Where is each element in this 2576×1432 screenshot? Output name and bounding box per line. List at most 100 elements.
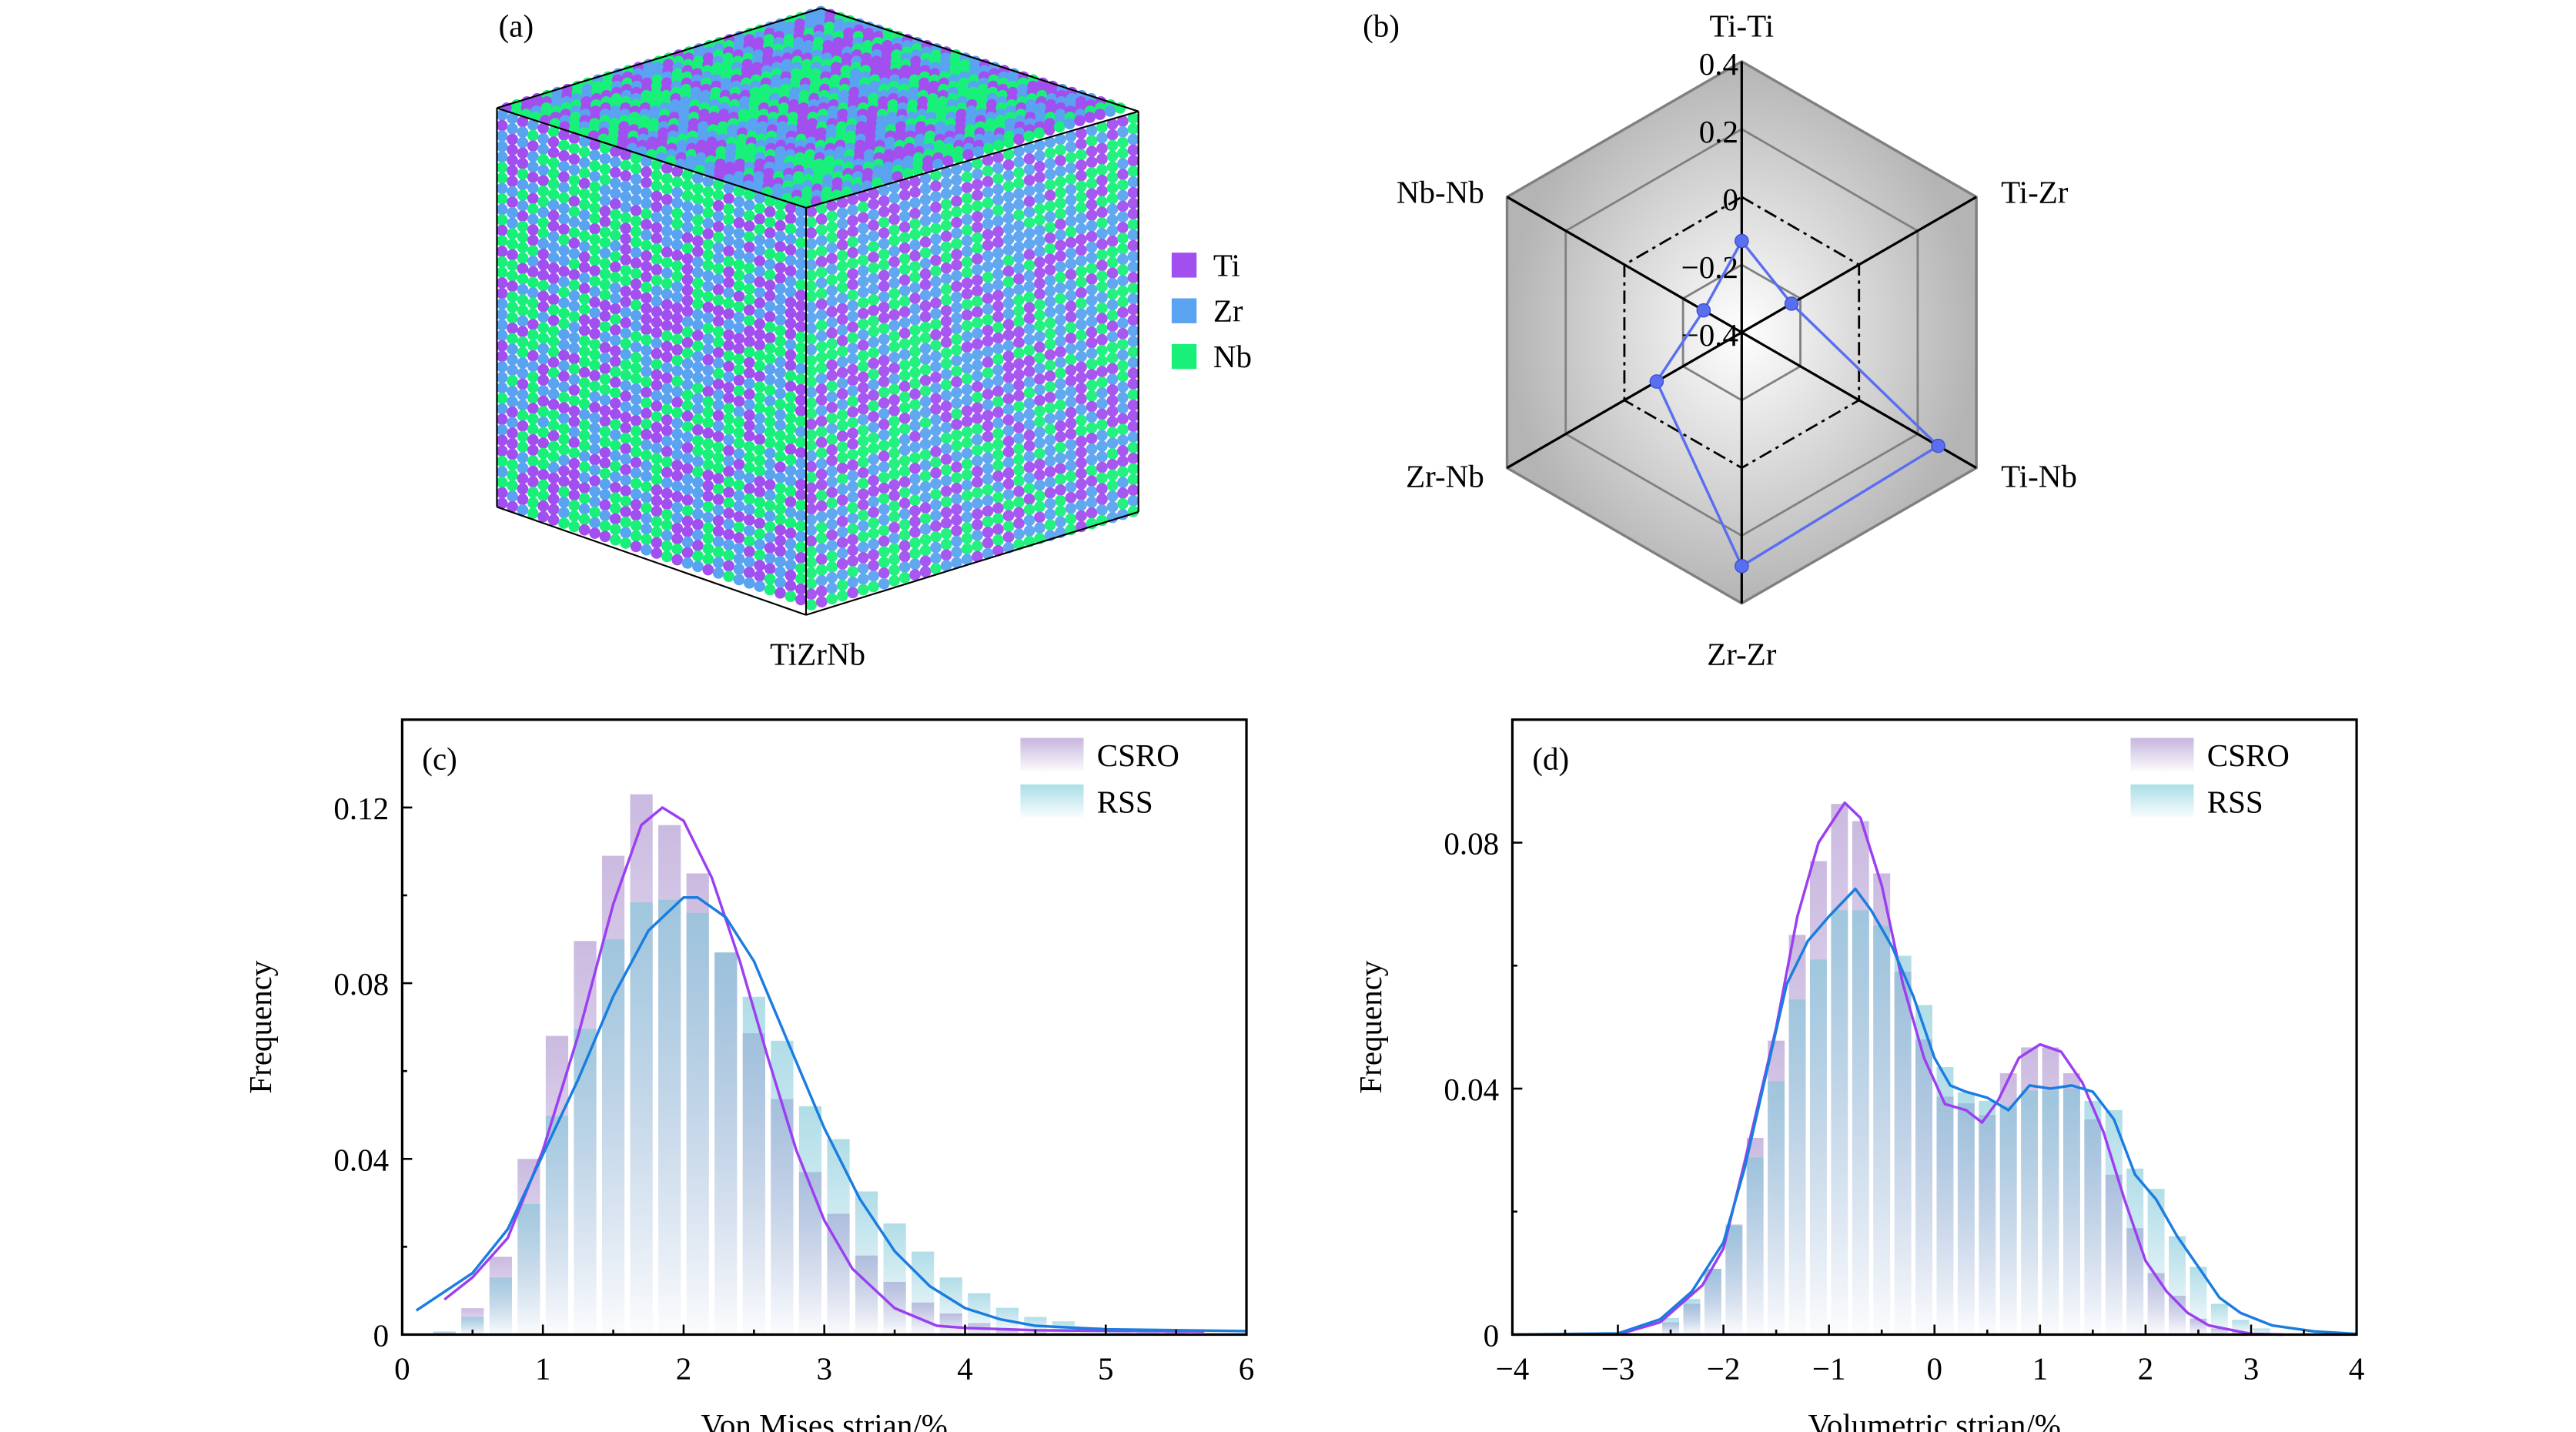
atom-sphere <box>868 315 879 327</box>
atom-sphere <box>1096 174 1108 186</box>
atom-sphere <box>1055 239 1066 252</box>
atom-sphere <box>1096 408 1108 420</box>
atom-sphere <box>972 423 983 435</box>
atom-sphere <box>992 311 1004 323</box>
atom-sphere <box>547 252 560 263</box>
atom-sphere <box>712 494 724 506</box>
atom-sphere <box>578 409 590 420</box>
atom-sphere <box>940 560 952 571</box>
atom-sphere <box>992 417 1004 429</box>
atom-sphere <box>661 530 673 541</box>
atom-sphere <box>702 480 714 492</box>
atom-sphere <box>578 356 590 368</box>
atom-sphere <box>961 330 973 343</box>
atom-sphere <box>785 265 797 277</box>
atom-sphere <box>795 573 807 585</box>
atom-sphere <box>702 543 714 555</box>
atom-sphere <box>992 289 1004 302</box>
atom-sphere <box>1013 336 1025 349</box>
atom-sphere <box>630 268 642 279</box>
atom-sphere <box>972 327 983 340</box>
atom-sphere <box>568 468 580 480</box>
atom-sphere <box>599 415 611 427</box>
atom-sphere <box>630 488 642 500</box>
atom-sphere <box>568 237 580 249</box>
atom-sphere <box>888 468 900 480</box>
atom-sphere <box>878 535 890 547</box>
atom-sphere <box>599 331 611 343</box>
atom-sphere <box>1034 522 1045 534</box>
atom-sphere <box>641 292 652 304</box>
atom-sphere <box>1002 488 1015 500</box>
atom-sphere <box>681 410 694 422</box>
atom-sphere <box>1106 267 1119 279</box>
bar-rss <box>574 1029 597 1335</box>
atom-sphere <box>1106 172 1119 183</box>
atom-sphere <box>857 307 869 320</box>
atom-sphere <box>1002 457 1015 469</box>
atom-sphere <box>847 576 858 588</box>
atom-sphere <box>764 300 776 313</box>
atom-sphere <box>951 227 962 239</box>
atom-sphere <box>692 456 704 467</box>
atom-sphere <box>1055 430 1066 443</box>
atom-sphere <box>1055 303 1066 316</box>
bar-rss <box>545 1116 569 1335</box>
atom-sphere <box>661 256 673 269</box>
atom-sphere <box>982 420 994 432</box>
atom-sphere <box>909 547 921 560</box>
atom-sphere <box>651 473 663 486</box>
atom-sphere <box>836 547 848 560</box>
atom-sphere <box>507 217 518 229</box>
bar-rss <box>2169 1236 2186 1335</box>
atom-sphere <box>1096 132 1108 144</box>
atom-sphere <box>919 524 932 535</box>
atom-sphere <box>651 285 663 296</box>
atom-sphere <box>888 309 900 321</box>
bar-rss <box>1979 1100 1996 1335</box>
atom-sphere <box>537 206 550 219</box>
atom-sphere <box>1013 390 1025 402</box>
atom-sphere <box>815 564 828 576</box>
atom-sphere <box>836 335 848 346</box>
atom-sphere <box>537 259 550 271</box>
atom-sphere <box>507 353 518 366</box>
atom-sphere <box>826 285 838 296</box>
atom-sphere <box>578 366 590 379</box>
atom-sphere <box>661 519 673 531</box>
atom-sphere <box>496 298 508 309</box>
atom-sphere <box>610 345 621 357</box>
bar-rss <box>433 1331 456 1335</box>
atom-sphere <box>785 223 797 235</box>
atom-sphere <box>599 195 611 206</box>
atom-sphere <box>620 170 632 182</box>
atom-sphere <box>909 239 921 251</box>
atom-sphere <box>681 473 694 485</box>
atom-sphere <box>1023 216 1035 229</box>
atom-sphere <box>764 437 776 449</box>
atom-sphere <box>961 373 973 385</box>
atom-sphere <box>909 293 921 304</box>
atom-sphere <box>723 276 734 289</box>
atom-sphere <box>578 262 590 273</box>
atom-sphere <box>847 417 858 429</box>
bar-rss <box>1915 1005 1932 1335</box>
atom-sphere <box>922 161 934 173</box>
atom-sphere <box>733 311 745 323</box>
atom-sphere <box>795 258 807 269</box>
atom-sphere <box>1065 236 1077 249</box>
legend-label-zr: Zr <box>1213 293 1243 329</box>
atom-sphere <box>940 219 952 232</box>
atom-sphere <box>805 354 818 366</box>
atom-sphere <box>982 430 994 443</box>
atom-sphere <box>992 343 1004 355</box>
atom-sphere <box>733 290 745 303</box>
atom-sphere <box>744 524 755 537</box>
atom-sphere <box>1002 159 1015 171</box>
atom-sphere <box>815 309 828 321</box>
atom-sphere <box>558 234 570 246</box>
atom-sphere <box>868 432 879 444</box>
legend-label-rss: RSS <box>1097 785 1153 820</box>
atom-sphere <box>507 280 518 293</box>
atom-sphere <box>507 144 518 156</box>
